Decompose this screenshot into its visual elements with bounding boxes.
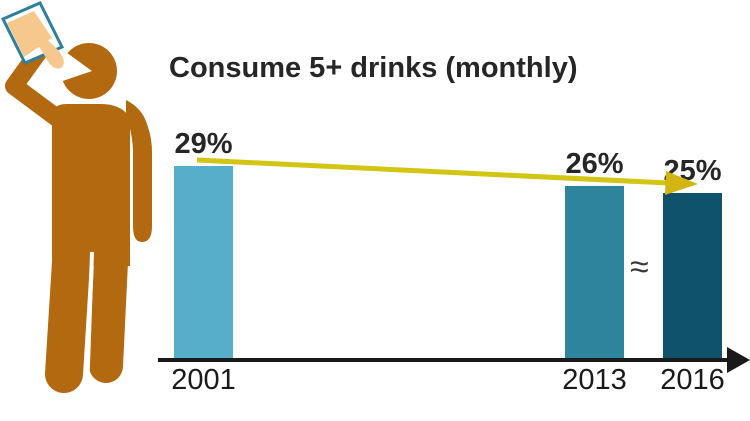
bar-group-2001: 29% 2001 [171,130,236,395]
axis-break-symbol: ≈ [630,248,649,286]
drinking-person-icon [0,1,152,394]
bar-group-2013: 26% 2013 [562,150,627,395]
x-axis-arrowhead-icon [727,347,750,373]
bar-2001 [174,166,233,359]
bar-group-2016: 25% 2016 [660,156,725,394]
value-label-2013: 26% [565,148,624,181]
x-tick-label-2013: 2013 [562,364,627,396]
person-right-leg [89,245,128,383]
person-raised-arm [5,41,66,127]
value-label-2001: 29% [174,128,233,161]
person-left-leg [45,243,90,393]
value-label-2016: 25% [663,154,722,187]
liquid-stream [30,28,64,69]
bar-2016 [663,192,722,359]
person-hanging-arm [126,100,152,242]
chart-title: Consume 5+ drinks (monthly) [169,52,578,84]
bar-2013 [565,186,624,359]
person-torso [52,104,130,262]
x-tick-label-2016: 2016 [660,364,725,396]
x-axis-line [158,358,730,362]
person-leg-gap [85,251,94,394]
x-tick-label-2001: 2001 [171,364,236,396]
